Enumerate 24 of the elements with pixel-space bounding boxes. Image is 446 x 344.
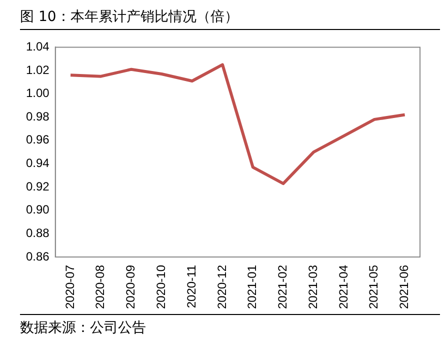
x-tick-label: 2021-01 (245, 264, 260, 310)
x-tick-label: 2020-08 (93, 264, 108, 310)
x-tick-label: 2021-02 (276, 264, 290, 310)
x-tick-label: 2020-12 (214, 264, 229, 310)
y-tick-label: 0.94 (26, 156, 50, 170)
x-tick-label: 2021-03 (306, 264, 320, 310)
x-tick-label: 2021-05 (366, 264, 381, 310)
x-tick-label: 2020-07 (62, 264, 77, 310)
y-tick-label: 0.86 (26, 249, 50, 264)
source-note: 数据来源：公司公告 (20, 314, 440, 337)
x-tick-label: 2021-04 (336, 264, 350, 310)
x-tick-label: 2021-06 (397, 264, 412, 310)
y-tick-label: 1.02 (26, 62, 50, 77)
y-tick-label: 0.88 (26, 226, 50, 240)
y-tick-label: 0.90 (26, 202, 50, 217)
x-tick-label: 2020-10 (154, 264, 168, 310)
x-tick-label: 2020-09 (124, 264, 138, 310)
y-tick-label: 0.98 (26, 109, 50, 124)
y-tick-label: 0.96 (26, 132, 50, 147)
y-tick-label: 1.00 (26, 86, 50, 100)
chart-title: 图 10：本年累计产销比情况（倍） (20, 8, 440, 30)
x-tick-label: 2020-11 (184, 264, 198, 308)
y-tick-label: 1.04 (26, 40, 50, 54)
y-tick-label: 0.92 (26, 179, 50, 194)
